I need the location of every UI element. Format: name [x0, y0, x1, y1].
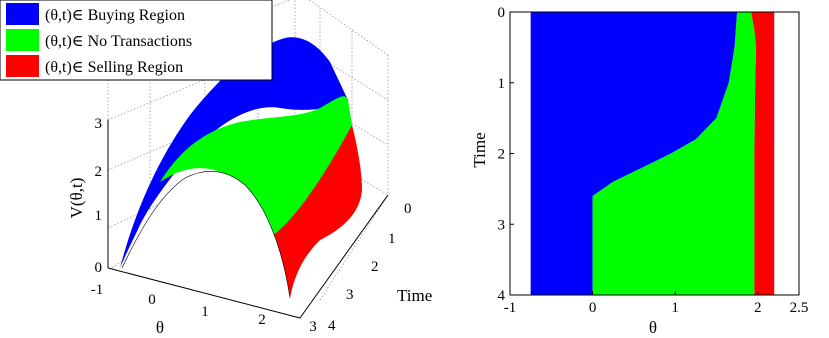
- y-tick: 4: [498, 288, 506, 304]
- legend-label-buying: (θ,t)∈ Buying Region: [45, 7, 185, 24]
- region-map: -1 0 1 2 2.5 0 1 2 3 4 θ Time: [470, 5, 808, 337]
- legend-box: [0, 0, 273, 81]
- y-tick: 3: [346, 287, 354, 303]
- legend-label-no-transactions: (θ,t)∈ No Transactions: [45, 33, 192, 50]
- x-tick: 3: [309, 319, 317, 335]
- legend-swatch-buying: [6, 3, 39, 25]
- legend-swatch-no-transactions: [6, 29, 39, 51]
- surface-buying-region: [120, 37, 348, 268]
- region-map-x-label: θ: [649, 318, 657, 337]
- y-tick: 2: [371, 259, 379, 275]
- z-tick: 3: [95, 116, 103, 132]
- y-tick: 1: [498, 76, 506, 92]
- z-tick: 1: [95, 208, 103, 224]
- region-selling: [751, 12, 775, 295]
- surface-x-label: θ: [156, 318, 164, 337]
- z-tick: 0: [95, 260, 103, 276]
- legend-swatch-selling: [6, 55, 39, 77]
- region-map-y-ticks: 0 1 2 3 4: [498, 5, 514, 304]
- surface-edge: [121, 170, 291, 299]
- x-tick: 0: [148, 292, 156, 308]
- surface-plot: 0 1 2 3 V(θ,t) -1 0 1 2 3 θ 0 1 2 3 4 Ti…: [67, 0, 432, 337]
- surface-x-ticks: -1 0 1 2 3: [91, 282, 317, 335]
- surface-z-ticks: 0 1 2 3: [95, 116, 103, 276]
- x-tick: -1: [504, 300, 517, 316]
- x-tick: 2.5: [790, 300, 809, 316]
- region-map-x-ticks: -1 0 1 2 2.5: [504, 291, 809, 316]
- y-tick: 0: [404, 201, 412, 217]
- y-tick: 4: [328, 318, 336, 334]
- legend-label-selling: (θ,t)∈ Selling Region: [45, 59, 183, 76]
- x-tick: 2: [754, 300, 762, 316]
- y-tick: 1: [388, 231, 396, 247]
- region-map-y-label: Time: [470, 132, 489, 167]
- y-tick: 0: [498, 5, 506, 21]
- y-tick: 2: [498, 147, 506, 163]
- y-tick: 3: [498, 217, 506, 233]
- surface-underside: [122, 171, 290, 298]
- surface-selling-region: [272, 125, 362, 298]
- surface-y-ticks: 0 1 2 3 4: [328, 201, 412, 334]
- surface-axes: [107, 120, 389, 319]
- surface-y-label: Time: [397, 286, 432, 305]
- x-tick: 0: [589, 300, 597, 316]
- legend: (θ,t)∈ Buying Region (θ,t)∈ No Transacti…: [0, 0, 273, 81]
- x-tick: -1: [91, 282, 104, 298]
- x-tick: 1: [201, 304, 209, 320]
- surface-z-label: V(θ,t): [67, 178, 86, 219]
- region-no-transactions: [592, 12, 757, 295]
- region-buying: [530, 12, 738, 295]
- x-tick: 2: [258, 312, 266, 328]
- x-tick: 1: [671, 300, 679, 316]
- z-tick: 2: [95, 164, 103, 180]
